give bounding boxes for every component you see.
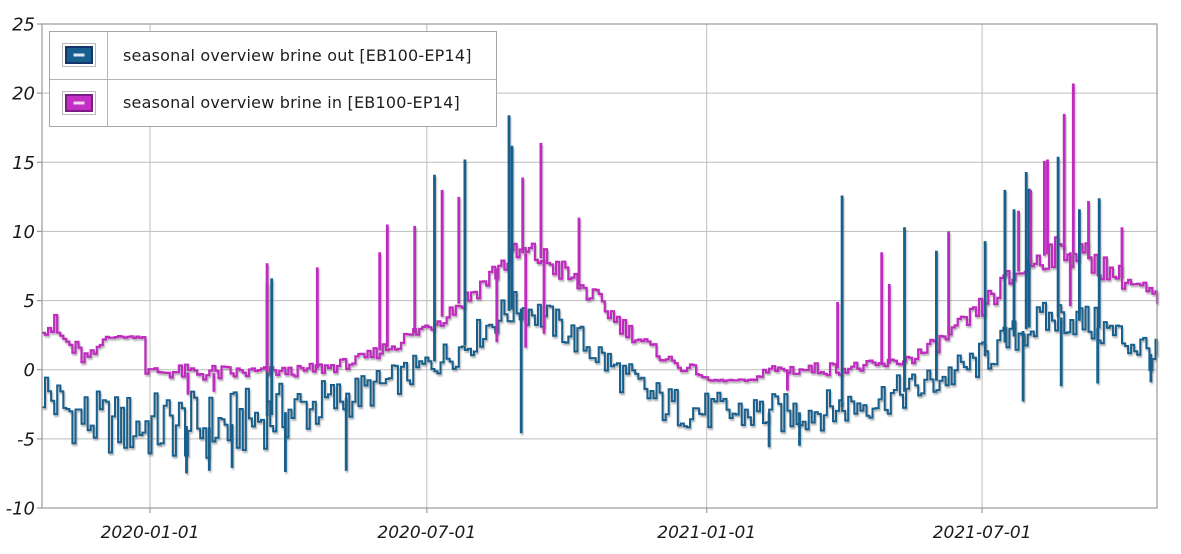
svg-text:2021-07-01: 2021-07-01	[933, 523, 1032, 543]
brine-out-series-icon	[61, 43, 96, 68]
svg-text:10: 10	[12, 222, 35, 243]
axis-ticks	[37, 23, 983, 513]
series-bands	[42, 236, 1159, 459]
svg-text:2020-07-01: 2020-07-01	[377, 523, 476, 543]
svg-text:25: 25	[12, 15, 35, 36]
series-spikes	[185, 83, 1153, 474]
svg-text:2020-01-01: 2020-01-01	[101, 523, 200, 543]
legend-label-brine-in: seasonal overview brine in [EB100-EP14]	[123, 93, 460, 113]
svg-text:2021-01-01: 2021-01-01	[657, 523, 756, 543]
legend-swatch-cell	[50, 32, 108, 79]
legend-swatch-cell	[50, 79, 108, 126]
series-spikes-brine-in	[186, 83, 1124, 395]
series-spikes-brine-out	[185, 115, 1153, 474]
line-marker-icon	[73, 53, 84, 57]
line-marker-icon	[73, 101, 84, 105]
svg-text:15: 15	[12, 153, 35, 174]
svg-text:20: 20	[12, 84, 35, 105]
chart-legend: seasonal overview brine out [EB100-EP14]…	[49, 31, 497, 127]
legend-item-brine-in[interactable]: seasonal overview brine in [EB100-EP14]	[50, 78, 496, 126]
svg-text:-5: -5	[17, 429, 35, 450]
y-axis-labels: 25 20 15 10 5 0 -5 -10	[6, 15, 35, 520]
legend-label-brine-out: seasonal overview brine out [EB100-EP14]	[123, 45, 472, 65]
legend-item-brine-out[interactable]: seasonal overview brine out [EB100-EP14]	[50, 32, 496, 79]
svg-text:5: 5	[24, 291, 35, 312]
series-band-brine-in	[42, 236, 1159, 383]
series-band-brine-out	[42, 291, 1158, 459]
brine-in-series-icon	[61, 90, 96, 115]
x-axis-labels: 2020-01-01 2020-07-01 2021-01-01 2021-07-01	[101, 523, 1032, 543]
plot-border	[41, 23, 1158, 509]
svg-text:-10: -10	[6, 499, 35, 520]
svg-text:0: 0	[24, 360, 35, 381]
